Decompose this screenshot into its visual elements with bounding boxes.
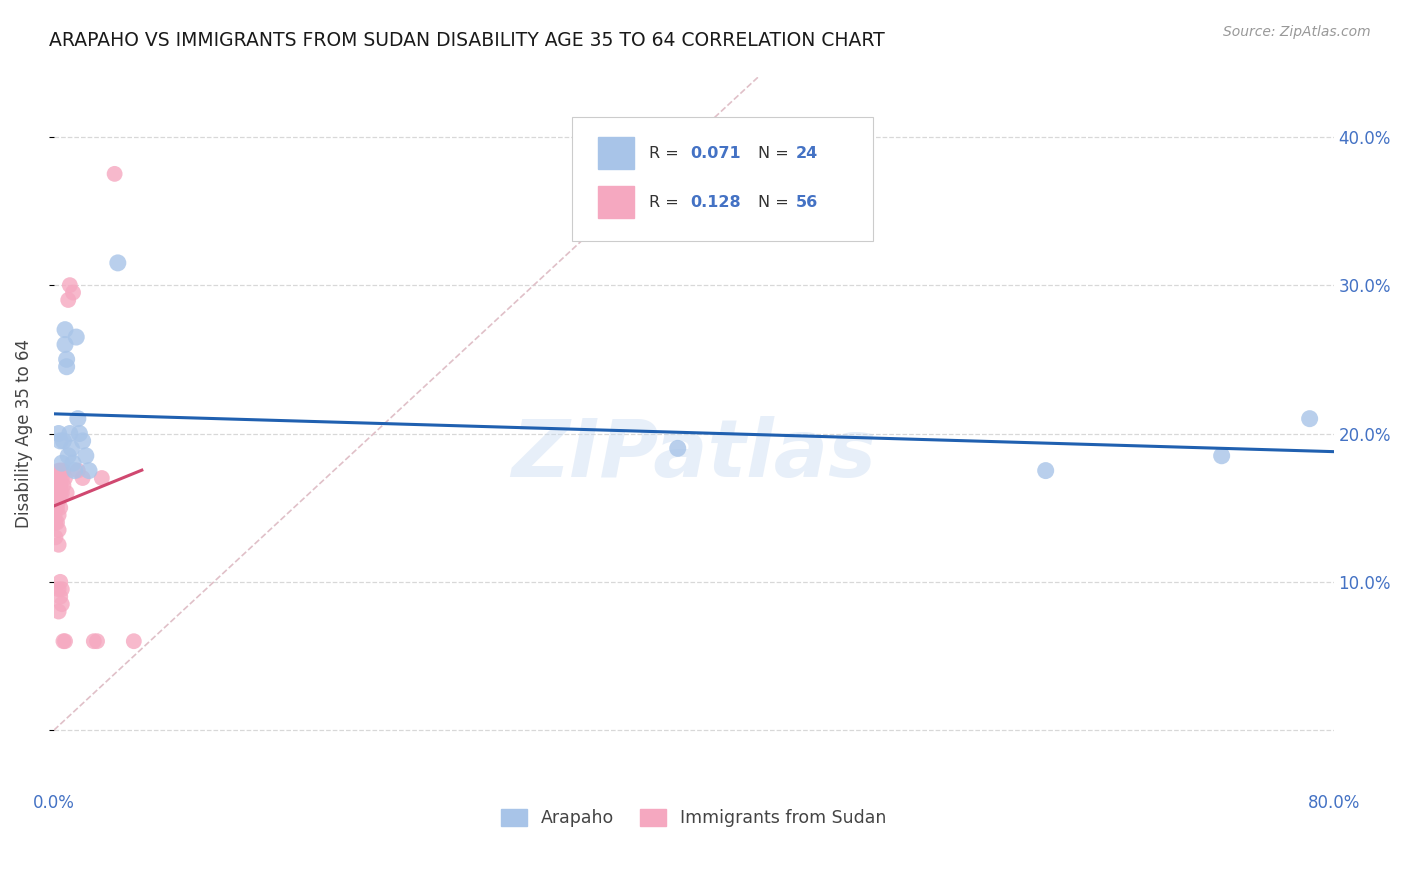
Point (51, 486, 73, 500)
Point (51, 456, 73, 470)
Point (44, 493, 66, 508)
Point (48, 538, 70, 552)
Point (72, 471, 94, 485)
Point (53, 471, 76, 485)
Point (62, 456, 84, 470)
Point (62, 285, 84, 300)
Point (86, 634, 108, 648)
Point (51, 471, 73, 485)
Point (51, 582, 73, 597)
Point (52, 478, 75, 492)
Point (52, 434, 75, 448)
Text: R =: R = (650, 194, 683, 210)
Point (46, 516, 69, 530)
Point (49, 500, 72, 515)
Point (44, 486, 66, 500)
Point (67, 426, 90, 441)
Legend: Arapaho, Immigrants from Sudan: Arapaho, Immigrants from Sudan (494, 802, 893, 834)
Point (1211, 449, 1233, 463)
Text: Source: ZipAtlas.com: Source: ZipAtlas.com (1223, 25, 1371, 39)
Text: 0.128: 0.128 (690, 194, 741, 210)
Point (59, 426, 82, 441)
Point (44, 478, 66, 492)
Text: 56: 56 (796, 194, 818, 210)
Point (48, 486, 70, 500)
Point (48, 426, 70, 441)
Y-axis label: Disability Age 35 to 64: Disability Age 35 to 64 (15, 339, 32, 528)
Point (49, 574, 72, 589)
Point (44, 508, 66, 522)
Point (52, 464, 75, 478)
FancyBboxPatch shape (572, 117, 873, 241)
Point (44, 530, 66, 544)
Text: N =: N = (758, 146, 793, 161)
Point (52, 634, 75, 648)
Point (83, 634, 105, 648)
Point (49, 434, 72, 448)
Point (49, 478, 72, 492)
Text: ARAPAHO VS IMMIGRANTS FROM SUDAN DISABILITY AGE 35 TO 64 CORRELATION CHART: ARAPAHO VS IMMIGRANTS FROM SUDAN DISABIL… (49, 31, 884, 50)
Point (48, 471, 70, 485)
Point (44, 471, 66, 485)
Text: R =: R = (650, 146, 683, 161)
Point (46, 500, 69, 515)
Point (77, 464, 100, 478)
Point (51, 597, 73, 611)
Text: N =: N = (758, 194, 793, 210)
Point (72, 434, 94, 448)
Bar (598, 137, 634, 169)
Point (55, 359, 77, 374)
Bar (598, 186, 634, 218)
Point (48, 605, 70, 619)
Point (55, 352, 77, 367)
Point (1035, 464, 1057, 478)
Point (122, 634, 145, 648)
Point (63, 464, 86, 478)
Point (48, 508, 70, 522)
Point (58, 449, 80, 463)
Point (48, 523, 70, 537)
Point (55, 486, 77, 500)
Point (46, 478, 69, 492)
Point (59, 278, 82, 293)
Point (75, 449, 97, 463)
Text: 0.071: 0.071 (690, 146, 741, 161)
Point (49, 464, 72, 478)
Point (49, 590, 72, 604)
Point (45, 478, 67, 492)
Point (66, 464, 89, 478)
Point (58, 293, 80, 307)
Point (53, 634, 76, 648)
Point (48, 493, 70, 508)
Point (46, 493, 69, 508)
Point (66, 411, 89, 425)
Point (45, 493, 67, 508)
Point (44, 478, 66, 492)
Point (107, 256, 129, 270)
Point (46, 493, 69, 508)
Point (44, 493, 66, 508)
Point (48, 478, 70, 492)
Text: ZIPatlas: ZIPatlas (512, 416, 876, 494)
Point (48, 582, 70, 597)
Point (53, 323, 76, 337)
Text: 24: 24 (796, 146, 818, 161)
Point (666, 442, 689, 456)
Point (1298, 411, 1320, 425)
Point (60, 442, 83, 456)
Point (48, 464, 70, 478)
Point (49, 486, 72, 500)
Point (44, 500, 66, 515)
Point (46, 471, 69, 485)
Point (53, 337, 76, 351)
Point (46, 478, 69, 492)
Point (65, 330, 87, 344)
Point (104, 167, 127, 181)
Point (90, 471, 112, 485)
Point (51, 464, 73, 478)
Point (44, 516, 66, 530)
